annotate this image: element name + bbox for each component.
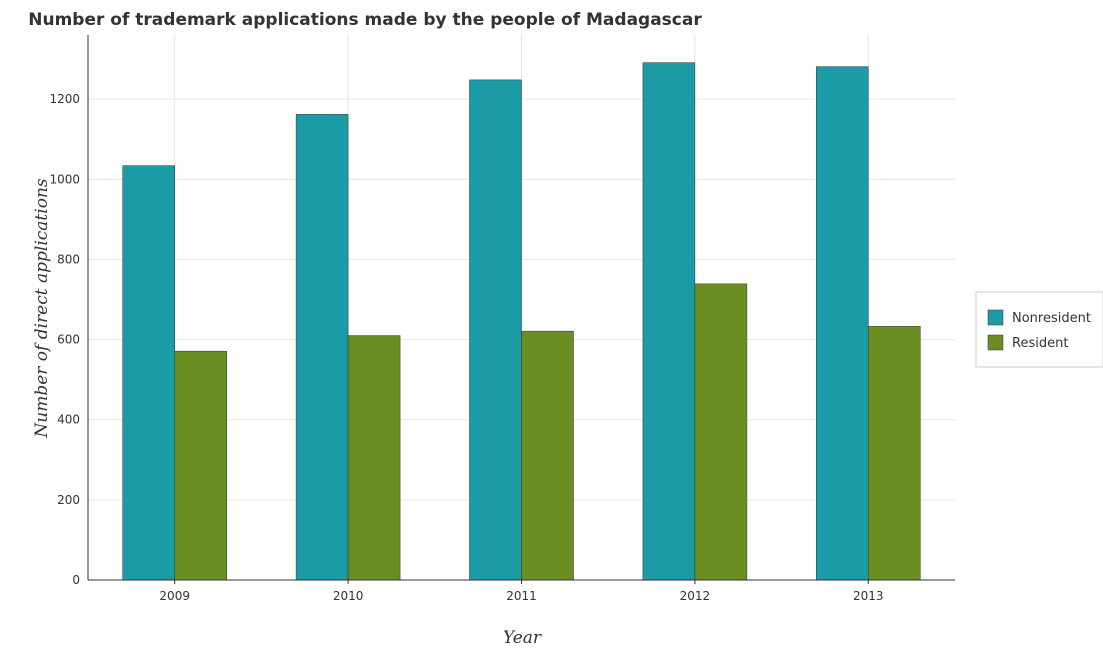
- legend-box: [975, 291, 1103, 368]
- x-axis-label: Year: [503, 628, 542, 648]
- x-tick-label: 2010: [333, 589, 364, 603]
- axes: 0 200 400 600 800 1000 1200 2009 2010 2011 2012 201…: [49, 35, 955, 603]
- y-tick-label: 0: [72, 573, 80, 587]
- bar-resident: [174, 350, 227, 581]
- y-tick-label: 200: [57, 493, 80, 507]
- legend-swatch-resident: [987, 334, 1004, 351]
- y-tick-label: 1000: [49, 172, 80, 186]
- bar-resident: [868, 326, 921, 581]
- y-tick-label: 400: [57, 413, 80, 427]
- y-tick-label: 800: [57, 252, 80, 266]
- legend-label-resident: Resident: [1012, 336, 1068, 351]
- y-axis-label: Number of direct applications: [32, 178, 52, 438]
- x-tick-label: 2009: [159, 589, 190, 603]
- bar-resident: [694, 283, 748, 581]
- bars: [122, 62, 921, 581]
- bar-nonresident: [295, 114, 349, 581]
- bar-nonresident: [642, 62, 696, 581]
- legend-label-nonresident: Nonresident: [1012, 311, 1091, 326]
- chart-title: Number of trademark applications made by…: [28, 10, 702, 30]
- bar-nonresident: [816, 66, 869, 581]
- bar-nonresident: [469, 79, 522, 581]
- x-tick-label: 2011: [506, 589, 537, 603]
- bar-resident: [521, 330, 574, 581]
- bar-nonresident: [122, 165, 175, 581]
- y-tick-label: 1200: [49, 92, 80, 106]
- bar-resident: [347, 335, 401, 581]
- legend: Nonresident Resident: [975, 291, 1103, 368]
- x-tick-label: 2013: [853, 589, 884, 603]
- legend-swatch-nonresident: [987, 309, 1004, 326]
- y-tick-label: 600: [57, 333, 80, 347]
- x-tick-label: 2012: [680, 589, 711, 603]
